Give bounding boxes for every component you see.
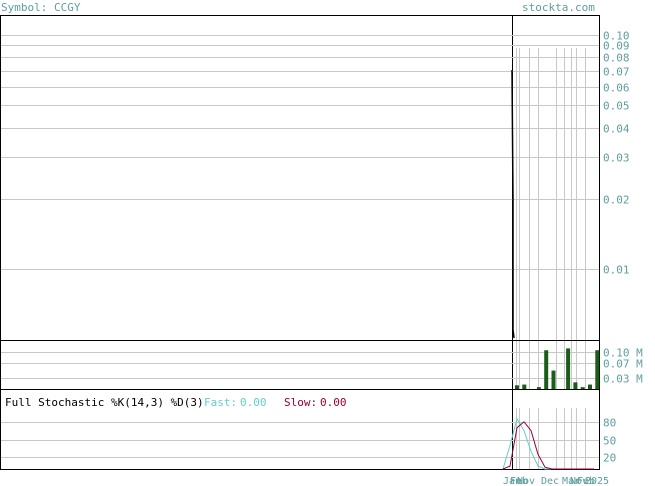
fast-label: Fast: bbox=[204, 396, 237, 409]
price-tick-label: 0.06 bbox=[603, 82, 630, 95]
price-tick-label: 0.07 bbox=[603, 66, 630, 79]
price-line bbox=[511, 69, 515, 339]
stochastic-tick-label: 50 bbox=[603, 435, 616, 448]
stochastic-tick-label: 80 bbox=[603, 417, 616, 430]
stochastic-series bbox=[502, 417, 594, 470]
time-gridlines bbox=[516, 48, 586, 469]
price-tick-label: 0.04 bbox=[603, 123, 630, 136]
time-tick-label: 2025 bbox=[585, 476, 609, 486]
price-tick-label: 0.02 bbox=[603, 194, 630, 207]
symbol-label: Symbol: CCGY bbox=[1, 1, 81, 14]
volume-gridlines bbox=[1, 352, 599, 379]
time-tick-label: Dec bbox=[541, 476, 559, 486]
volume-tick-label: 0.03 M bbox=[603, 373, 643, 386]
time-tick-label: Feb bbox=[510, 476, 528, 486]
volume-panel-frame bbox=[0, 340, 600, 390]
time-tick-label: Nov bbox=[570, 476, 588, 486]
volume-bar bbox=[544, 350, 549, 389]
price-tick-label: 0.10 bbox=[603, 30, 630, 43]
price-axis-ticks: 0.100.090.080.07 0.06 0.05 0.04 0.03 0.02 0.01 bbox=[603, 30, 630, 277]
volume-bar bbox=[515, 385, 519, 389]
volume-bar bbox=[588, 384, 592, 389]
volume-bar bbox=[573, 382, 578, 389]
slow-value: 0.00 bbox=[320, 396, 347, 409]
time-tick-label: Feb bbox=[577, 476, 595, 486]
price-tick-label: 0.09 bbox=[603, 40, 630, 53]
price-tick-label: 0.08 bbox=[603, 52, 630, 65]
price-gridlines bbox=[1, 35, 599, 270]
volume-bar bbox=[551, 370, 556, 389]
volume-bar bbox=[580, 387, 585, 389]
volume-bar bbox=[595, 350, 600, 389]
stochastic-tick-label: 20 bbox=[603, 452, 616, 465]
volume-tick-label: 0.07 M bbox=[603, 358, 643, 371]
volume-bar bbox=[522, 384, 527, 389]
stochastic-slow-line bbox=[502, 421, 594, 470]
price-tick-label: 0.05 bbox=[603, 100, 630, 113]
volume-bars bbox=[515, 348, 600, 389]
stochastic-panel-frame bbox=[0, 389, 600, 470]
volume-tick-label: 0.10 M bbox=[603, 347, 643, 360]
time-tick-label: Mar bbox=[562, 476, 580, 486]
price-panel-frame bbox=[0, 15, 600, 341]
price-series bbox=[511, 69, 515, 339]
stochastic-gridlines bbox=[1, 422, 599, 458]
time-tick-label: Nov bbox=[517, 476, 535, 486]
stochastic-axis-ticks: 80 50 20 bbox=[603, 417, 616, 465]
time-tick-label: Jan bbox=[503, 476, 521, 486]
stochastic-title: Full Stochastic %K(14,3) %D(3) bbox=[5, 396, 204, 409]
volume-bar bbox=[566, 348, 571, 389]
volume-bar bbox=[536, 387, 541, 389]
price-tick-label: 0.01 bbox=[603, 264, 630, 277]
price-tick-label: 0.03 bbox=[603, 152, 630, 165]
slow-label: Slow: bbox=[284, 396, 317, 409]
volume-axis-ticks: 0.10 M0.07 M 0.03 M bbox=[603, 347, 643, 386]
site-label: stockta.com bbox=[522, 1, 595, 14]
fast-value: 0.00 bbox=[240, 396, 267, 409]
